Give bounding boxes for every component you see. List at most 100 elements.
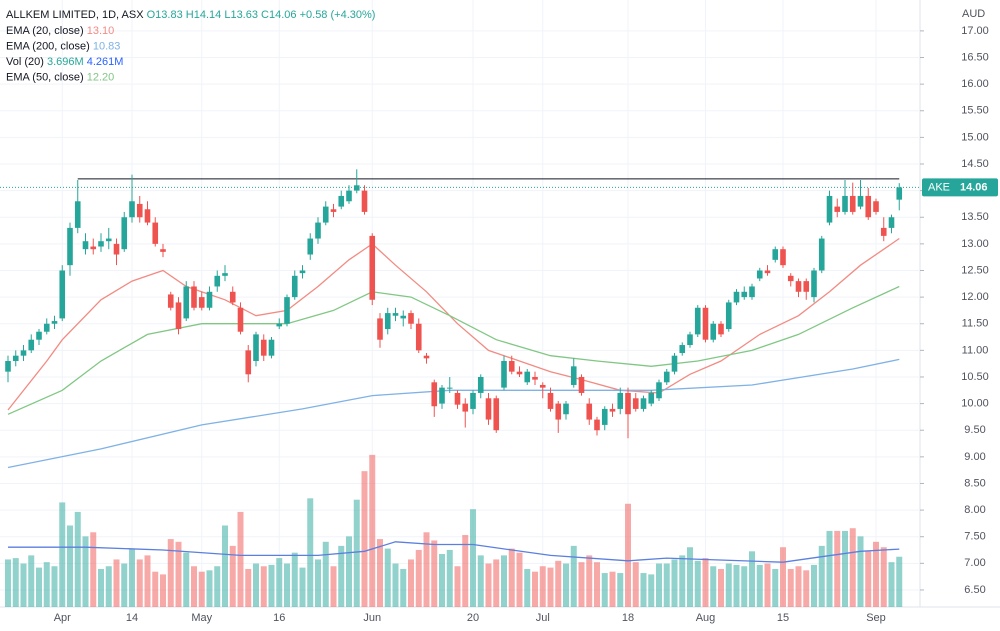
volume-bar [671, 559, 678, 607]
candle-body [679, 345, 686, 354]
candle-body [625, 392, 631, 415]
candle-body [183, 286, 190, 319]
volume-bar [28, 555, 35, 607]
candle-body [229, 291, 236, 303]
candle-body [772, 249, 779, 260]
x-tick-label: Aug [696, 612, 716, 624]
volume-bar [617, 573, 624, 607]
candle-body [377, 318, 383, 340]
volume-bar [307, 498, 314, 607]
x-tick-label: Sep [866, 612, 886, 624]
candle-body [485, 398, 492, 420]
y-tick-label: 12.50 [961, 264, 989, 276]
candle-body [896, 187, 903, 200]
volume-bar [36, 567, 42, 607]
study-line [8, 541, 900, 563]
candle-body [431, 382, 438, 407]
volume-bar [353, 499, 360, 607]
candle-body [12, 355, 19, 362]
candle-body [175, 302, 182, 330]
ohlc-readout: O13.83 [147, 9, 183, 21]
candle-body [578, 376, 585, 393]
candle-body [749, 286, 755, 298]
candle-body [423, 355, 430, 359]
candle-body [470, 392, 476, 409]
volume-bar [756, 564, 763, 607]
candle-body [795, 281, 802, 292]
candle-body [818, 238, 825, 271]
symbol-tag: AKE [928, 181, 950, 193]
candle-body [873, 201, 879, 212]
candle-body [338, 195, 345, 207]
candle-body [834, 206, 841, 212]
candle-body [725, 302, 732, 330]
volume-bar [415, 549, 422, 607]
y-tick-label: 11.50 [962, 318, 989, 330]
x-tick-label: 16 [273, 612, 285, 624]
ohlc-readout: C14.06 [261, 9, 296, 21]
volume-bar [454, 566, 461, 607]
study-name: EMA (20, close) [6, 25, 84, 37]
volume-bar [865, 551, 872, 607]
volume-bar [547, 567, 554, 607]
volume-bar [857, 536, 864, 607]
study-value: 3.696M [47, 56, 84, 68]
candle-body [136, 203, 143, 218]
candle-body [260, 339, 267, 356]
candle-body [640, 398, 647, 409]
candle-body [702, 307, 709, 340]
volume-bar [640, 573, 647, 607]
candle-body [384, 313, 391, 330]
volume-bar [245, 568, 252, 607]
volume-bar [485, 563, 492, 607]
volume-bar [229, 545, 236, 607]
volume-bar [663, 563, 670, 607]
volume-bar [129, 548, 135, 607]
volume-bar [369, 454, 376, 607]
candle-body [547, 392, 554, 409]
volume-bar [392, 563, 399, 607]
volume-bar [446, 549, 453, 607]
ohlc-readout: +0.58 (+4.30%) [300, 9, 376, 21]
volume-bar [152, 571, 159, 607]
candle-body [28, 339, 35, 351]
volume-bar [439, 554, 445, 607]
candle-body [36, 331, 42, 340]
candle-body [113, 243, 120, 255]
layer: 6.50 7.00 7.50 8.00 8.50 9.00 9.50 10.00 10.50 11… [54, 25, 998, 624]
volume-bar [191, 566, 197, 607]
candle-body [330, 209, 337, 212]
volume-bar [826, 530, 833, 607]
y-tick-label: 16.50 [961, 51, 989, 63]
candle-body [601, 408, 608, 425]
volume-bar [772, 568, 779, 607]
volume-bar [400, 568, 407, 607]
volume-bar [470, 509, 476, 607]
candle-body [346, 190, 352, 202]
y-tick-label: 16.00 [961, 78, 989, 90]
candle-body [656, 382, 662, 399]
volume-bar [764, 563, 771, 607]
candle-body [369, 235, 376, 300]
candle-body [687, 334, 693, 346]
volume-bar [563, 563, 569, 607]
legend-row: EMA (200, close) 10.83 [6, 40, 120, 52]
volume-bar [493, 559, 500, 607]
volume-bar [532, 571, 538, 607]
volume-bar [795, 566, 802, 607]
candle-body [826, 195, 833, 223]
volume-bar [90, 532, 97, 607]
candle-body [555, 403, 562, 420]
volume-bar [113, 559, 120, 607]
volume-bar [896, 556, 903, 607]
volume-bar [725, 563, 732, 607]
volume-bar [679, 555, 686, 607]
candle-body [710, 323, 717, 340]
currency: AUD [962, 8, 985, 20]
candle-body [880, 227, 887, 236]
candle-body [268, 339, 275, 356]
candle-body [408, 313, 414, 324]
legend-row: EMA (20, close) 13.10 [6, 25, 114, 37]
